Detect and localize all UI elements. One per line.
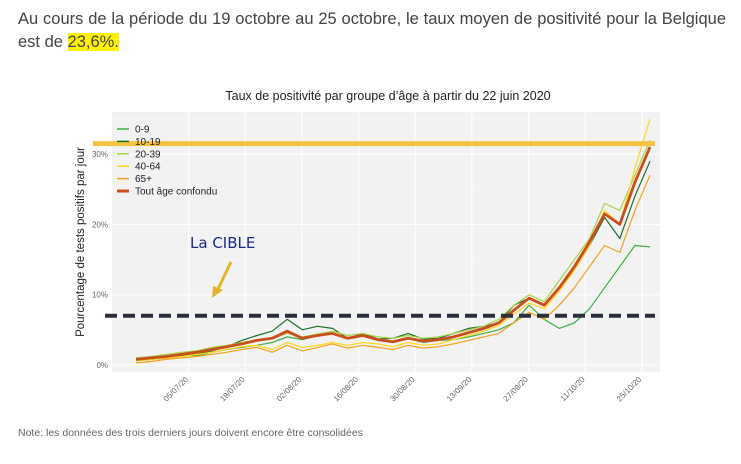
y-tick-label: 10% xyxy=(92,291,108,300)
series-line-4 xyxy=(135,174,651,364)
y-tick-label: 30% xyxy=(92,150,108,159)
footnote: Note: les données des trois derniers jou… xyxy=(18,427,363,439)
legend-label: 0-9 xyxy=(135,125,150,136)
legend-label: Tout âge confondu xyxy=(135,187,217,198)
x-tick-label: 05/07/20 xyxy=(162,375,191,404)
legend-label: 40-64 xyxy=(135,162,161,173)
x-tick-label: 11/10/20 xyxy=(559,375,587,403)
x-tick-label: 30/08/20 xyxy=(388,375,417,404)
y-tick-label: 0% xyxy=(96,361,108,370)
series-line-5 xyxy=(135,146,652,361)
x-tick-label: 19/07/20 xyxy=(218,375,247,404)
plot-panel xyxy=(112,112,660,372)
legend-label: 65+ xyxy=(135,174,152,185)
annotation-arrow xyxy=(216,261,233,290)
series-line-3 xyxy=(135,118,651,362)
x-tick-label: 13/09/20 xyxy=(445,375,474,404)
legend-label: 10-19 xyxy=(135,137,161,148)
x-tick-label: 27/09/20 xyxy=(502,375,531,404)
chart-title: Taux de positivité par groupe d’âge à pa… xyxy=(225,89,550,103)
x-tick-label: 25/10/20 xyxy=(615,375,644,404)
legend-label: 20-39 xyxy=(135,149,161,160)
y-axis-label: Pourcentage de tests positifs par jour xyxy=(75,147,87,337)
intro-text: Au cours de la période du 19 octobre au … xyxy=(18,10,726,51)
y-tick-label: 20% xyxy=(92,220,108,229)
x-tick-label: 02/08/20 xyxy=(275,375,304,404)
intro-paragraph: Au cours de la période du 19 octobre au … xyxy=(18,8,726,54)
highlighted-rate: 23,6%. xyxy=(67,33,119,51)
annotation-arrowhead xyxy=(212,286,223,298)
annotation-label: La CIBLE xyxy=(190,234,255,252)
series-line-2 xyxy=(135,139,651,359)
x-tick-label: 16/08/20 xyxy=(332,375,361,404)
